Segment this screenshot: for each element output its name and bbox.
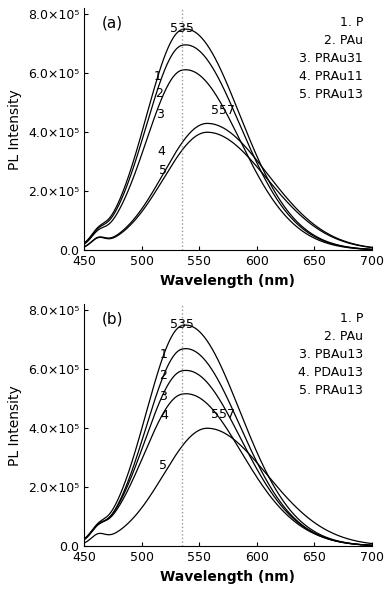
Text: 1: 1	[160, 348, 167, 361]
Text: 557: 557	[211, 104, 235, 117]
Text: 3: 3	[160, 390, 167, 403]
Text: 535: 535	[170, 318, 194, 331]
Text: 2: 2	[160, 369, 167, 382]
Text: (b): (b)	[102, 311, 123, 327]
Text: 4: 4	[161, 409, 169, 422]
Text: (a): (a)	[102, 15, 123, 31]
Text: 5: 5	[160, 164, 167, 177]
Text: 535: 535	[170, 22, 194, 35]
Text: 5: 5	[160, 459, 167, 472]
Y-axis label: PL Intensity: PL Intensity	[8, 89, 22, 170]
Text: 1. P
2. PAu
3. PBAu13
4. PDAu13
5. PRAu13: 1. P 2. PAu 3. PBAu13 4. PDAu13 5. PRAu1…	[298, 311, 363, 397]
Text: 2: 2	[155, 88, 163, 101]
Text: 3: 3	[156, 108, 164, 121]
X-axis label: Wavelength (nm): Wavelength (nm)	[160, 570, 296, 584]
Text: 1: 1	[154, 70, 162, 83]
Y-axis label: PL Intensity: PL Intensity	[8, 385, 22, 466]
Text: 1. P
2. PAu
3. PRAu31
4. PRAu11
5. PRAu13: 1. P 2. PAu 3. PRAu31 4. PRAu11 5. PRAu1…	[299, 15, 363, 101]
X-axis label: Wavelength (nm): Wavelength (nm)	[160, 274, 296, 288]
Text: 4: 4	[157, 145, 165, 158]
Text: 557: 557	[211, 408, 235, 422]
